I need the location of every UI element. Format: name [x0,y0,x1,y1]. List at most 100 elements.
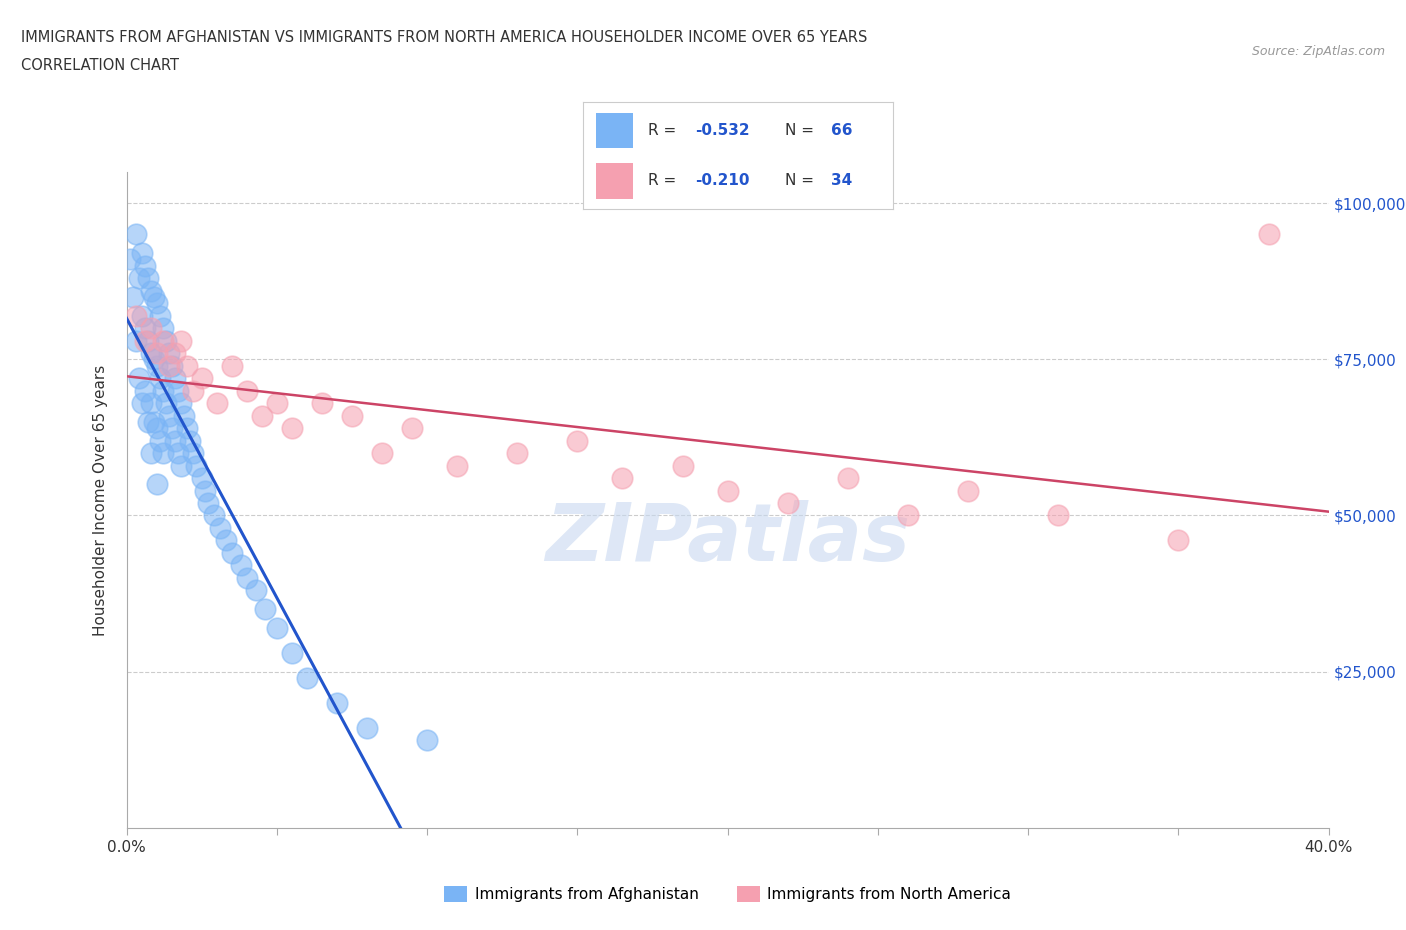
Point [136,415,159,430]
Point [155,333,177,348]
Point [128,271,150,286]
Point [155,395,177,410]
Point [311,395,333,410]
Point [235,570,259,585]
Point [295,671,318,685]
Point [145,346,167,361]
Point [142,289,165,304]
Point [205,395,228,410]
Point [145,477,167,492]
Point [837,471,859,485]
Point [163,371,186,386]
Point [326,696,349,711]
Point [956,483,979,498]
Point [142,352,165,366]
Point [281,420,304,435]
Point [145,296,167,311]
Text: CORRELATION CHART: CORRELATION CHART [21,58,179,73]
Point [152,383,174,398]
Point [124,308,146,323]
Point [506,445,529,460]
Point [145,420,167,435]
Point [149,433,172,448]
Point [176,420,198,435]
Point [221,358,243,373]
Point [190,471,212,485]
Point [250,408,273,423]
Point [134,383,156,398]
Point [229,558,252,573]
Point [157,408,180,423]
Point [142,415,165,430]
Text: R =: R = [648,173,682,189]
Point [160,420,183,435]
Point [139,445,162,460]
Point [169,395,191,410]
Point [160,358,183,373]
Point [194,483,217,498]
Point [416,733,439,748]
Point [897,508,920,523]
Point [671,458,693,473]
Point [181,383,204,398]
Text: -0.210: -0.210 [695,173,749,189]
Point [181,445,204,460]
Point [124,333,146,348]
Point [157,346,180,361]
Point [281,645,304,660]
Point [253,602,276,617]
Text: IMMIGRANTS FROM AFGHANISTAN VS IMMIGRANTS FROM NORTH AMERICA HOUSEHOLDER INCOME : IMMIGRANTS FROM AFGHANISTAN VS IMMIGRANT… [21,30,868,45]
Text: 66: 66 [831,123,852,139]
Text: -0.532: -0.532 [695,123,749,139]
Point [139,346,162,361]
Point [1047,508,1070,523]
Point [197,496,219,511]
Point [145,358,167,373]
Bar [596,113,633,148]
Point [567,433,589,448]
Point [169,333,191,348]
Point [121,289,143,304]
Point [152,445,174,460]
Point [1167,533,1189,548]
Y-axis label: Householder Income Over 65 years: Householder Income Over 65 years [93,365,108,635]
Point [612,471,634,485]
Point [131,246,153,260]
Point [446,458,468,473]
Point [163,433,186,448]
Point [179,433,201,448]
Point [166,445,188,460]
Point [149,308,172,323]
Bar [596,164,633,199]
Point [215,533,238,548]
Point [128,371,150,386]
Point [134,321,156,336]
Point [118,252,141,267]
Point [136,333,159,348]
Point [245,583,267,598]
Point [190,371,212,386]
Point [776,496,799,511]
Point [157,358,180,373]
Point [202,508,225,523]
Point [149,371,172,386]
Text: Source: ZipAtlas.com: Source: ZipAtlas.com [1251,45,1385,58]
Point [131,308,153,323]
Point [136,271,159,286]
Text: N =: N = [785,173,818,189]
Text: R =: R = [648,123,682,139]
Point [266,620,288,635]
Point [139,395,162,410]
Point [152,333,174,348]
Point [131,395,153,410]
Point [716,483,740,498]
Point [184,458,207,473]
Point [163,346,186,361]
Point [371,445,394,460]
Point [266,395,288,410]
Point [176,358,198,373]
Point [340,408,363,423]
Point [235,383,259,398]
Point [139,284,162,299]
Point [134,259,156,273]
